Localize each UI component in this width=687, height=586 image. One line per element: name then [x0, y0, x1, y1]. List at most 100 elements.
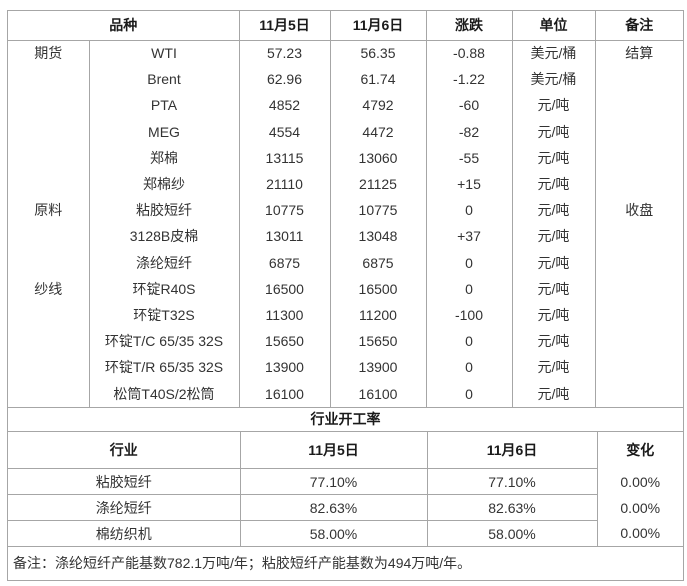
cell-unit: 元/吨: [511, 380, 595, 407]
rate-row: 粘胶短纤 77.10% 77.10% 0.00%: [8, 468, 683, 496]
cell-category: [8, 302, 89, 328]
rate-header-row: 行业 11月5日 11月6日 变化: [8, 431, 683, 470]
price-row: 郑棉纱 21110 21125 +15 元/吨: [8, 170, 683, 198]
column-header-rate-date1: 11月5日: [239, 431, 427, 470]
cell-date2-value: 11200: [329, 301, 426, 329]
cell-note: [594, 118, 683, 145]
column-header-rate-change: 变化: [596, 431, 683, 469]
cell-note: 结算: [594, 40, 683, 67]
price-row: MEG 4554 4472 -82 元/吨: [8, 118, 683, 145]
cell-change-value: 0: [425, 328, 512, 355]
cell-date2-value: 16500: [329, 275, 426, 302]
rate-row: 棉纺织机 58.00% 58.00% 0.00%: [8, 520, 683, 548]
cell-note: [594, 380, 683, 407]
cell-note: [594, 144, 683, 171]
cell-unit: 元/吨: [511, 301, 595, 329]
cell-change-value: -0.88: [425, 40, 512, 67]
price-row: 郑棉 13115 13060 -55 元/吨: [8, 144, 683, 171]
cell-change-value: -1.22: [425, 66, 512, 93]
cell-rate-change: 0.00%: [596, 494, 683, 521]
cell-change-value: -60: [425, 92, 512, 119]
cell-product-name: 环锭T/C 65/35 32S: [88, 328, 239, 355]
cell-unit: 美元/桶: [511, 66, 595, 93]
cell-category: [8, 92, 89, 118]
price-row: 期货 WTI 57.23 56.35 -0.88 美元/桶 结算: [8, 40, 683, 67]
cell-product-name: 粘胶短纤: [88, 197, 239, 224]
cell-rate-date1: 82.63%: [239, 494, 427, 522]
cell-note: [594, 170, 683, 198]
cell-date2-value: 13900: [329, 354, 426, 381]
cell-product-name: 环锭R40S: [88, 275, 239, 302]
cell-unit: 元/吨: [511, 197, 595, 224]
section-title-operating-rate: 行业开工率: [8, 406, 683, 432]
cell-change-value: +37: [425, 223, 512, 250]
cell-category: [8, 119, 89, 145]
column-header-unit: 单位: [511, 11, 595, 41]
price-row: Brent 62.96 61.74 -1.22 美元/桶: [8, 66, 683, 93]
column-header-date1: 11月5日: [238, 11, 330, 41]
cell-product-name: 3128B皮棉: [88, 223, 239, 250]
cell-note: [594, 275, 683, 302]
price-row: 环锭T/R 65/35 32S 13900 13900 0 元/吨: [8, 354, 683, 381]
column-header-rate-date2: 11月6日: [426, 431, 597, 470]
cell-change-value: 0: [425, 197, 512, 224]
cell-change-value: -82: [425, 118, 512, 145]
cell-unit: 元/吨: [511, 92, 595, 119]
cell-date1-value: 13115: [238, 144, 330, 171]
cell-date2-value: 4472: [329, 118, 426, 145]
cell-date1-value: 13011: [238, 223, 330, 250]
cell-date2-value: 10775: [329, 197, 426, 224]
cell-category: [8, 380, 89, 406]
rate-table-header: 行业 11月5日 11月6日 变化: [8, 431, 683, 470]
price-row: PTA 4852 4792 -60 元/吨: [8, 92, 683, 119]
cell-category: [8, 328, 89, 354]
cell-rate-date1: 77.10%: [239, 468, 427, 496]
cell-note: [594, 328, 683, 355]
price-table-header: 品种 11月5日 11月6日 涨跌 单位 备注: [8, 11, 683, 41]
cell-unit: 元/吨: [511, 118, 595, 145]
cell-date2-value: 15650: [329, 328, 426, 355]
cell-change-value: 0: [425, 249, 512, 276]
cell-date2-value: 21125: [329, 170, 426, 198]
operating-rate-table: 行业 11月5日 11月6日 变化 粘胶短纤 77.10% 77.10% 0.0…: [8, 431, 683, 548]
cell-note: [594, 354, 683, 381]
cell-date2-value: 6875: [329, 249, 426, 276]
cell-unit: 美元/桶: [511, 40, 595, 67]
cell-unit: 元/吨: [511, 275, 595, 302]
cell-category: [8, 145, 89, 171]
cell-unit: 元/吨: [511, 328, 595, 355]
cell-rate-date2: 77.10%: [426, 468, 597, 496]
cell-date1-value: 11300: [238, 301, 330, 329]
price-row: 3128B皮棉 13011 13048 +37 元/吨: [8, 223, 683, 250]
cell-date2-value: 61.74: [329, 66, 426, 93]
cell-date2-value: 16100: [329, 380, 426, 407]
cell-product-name: 郑棉: [88, 144, 239, 171]
cell-rate-date1: 58.00%: [239, 520, 427, 548]
cell-product-name: MEG: [88, 118, 239, 145]
price-row: 纱线 环锭R40S 16500 16500 0 元/吨: [8, 275, 683, 302]
price-row: 环锭T/C 65/35 32S 15650 15650 0 元/吨: [8, 328, 683, 355]
cell-change-value: +15: [425, 170, 512, 198]
cell-note: [594, 301, 683, 329]
cell-change-value: 0: [425, 275, 512, 302]
cell-product-name: 涤纶短纤: [88, 249, 239, 276]
cell-unit: 元/吨: [511, 354, 595, 381]
cell-change-value: 0: [425, 380, 512, 407]
cell-product-name: 环锭T32S: [88, 301, 239, 329]
cell-industry: 棉纺织机: [8, 520, 240, 548]
cell-unit: 元/吨: [511, 144, 595, 171]
price-header-row: 品种 11月5日 11月6日 涨跌 单位 备注: [8, 11, 683, 41]
cell-note: [594, 66, 683, 93]
cell-change-value: -55: [425, 144, 512, 171]
cell-industry: 涤纶短纤: [8, 494, 240, 522]
cell-date1-value: 10775: [238, 197, 330, 224]
cell-rate-change: 0.00%: [596, 468, 683, 495]
cell-product-name: PTA: [88, 92, 239, 119]
price-table: 品种 11月5日 11月6日 涨跌 单位 备注 期货 WTI 57.23 56.…: [8, 11, 683, 407]
column-header-change: 涨跌: [425, 11, 512, 41]
cell-unit: 元/吨: [511, 249, 595, 276]
column-header-date2: 11月6日: [329, 11, 426, 41]
cell-category: [8, 223, 89, 249]
cell-unit: 元/吨: [511, 223, 595, 250]
